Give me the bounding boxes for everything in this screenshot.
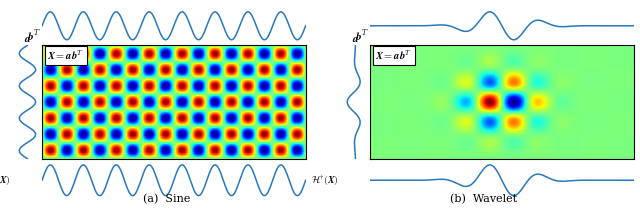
Text: $\boldsymbol{a}$: $\boldsymbol{a}$ [24,33,31,44]
Text: (b)  Wavelet: (b) Wavelet [450,193,516,204]
Text: $\mathcal{H}^{\dagger}(\boldsymbol{X})$: $\mathcal{H}^{\dagger}(\boldsymbol{X})$ [0,173,10,188]
Text: (a)  Sine: (a) Sine [143,193,190,204]
Text: $\boldsymbol{b}^T$: $\boldsymbol{b}^T$ [355,29,369,43]
Text: $\boldsymbol{b}^T$: $\boldsymbol{b}^T$ [27,29,40,43]
Text: $\boldsymbol{a}$: $\boldsymbol{a}$ [352,33,359,44]
Text: $\boldsymbol{X} = \boldsymbol{a}\boldsymbol{b}^T$: $\boldsymbol{X} = \boldsymbol{a}\boldsym… [47,49,84,62]
Text: $\boldsymbol{X} = \boldsymbol{a}\boldsymbol{b}^T$: $\boldsymbol{X} = \boldsymbol{a}\boldsym… [375,49,412,62]
Text: $\mathcal{H}^{\dagger}(\boldsymbol{X})$: $\mathcal{H}^{\dagger}(\boldsymbol{X})$ [310,173,339,188]
